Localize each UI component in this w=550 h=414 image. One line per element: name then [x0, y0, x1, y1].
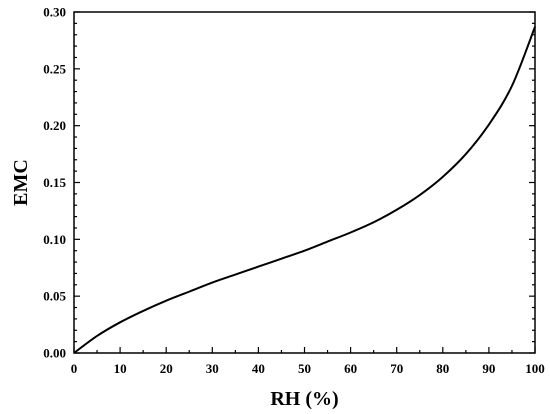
emc-curve [73, 26, 536, 354]
y-tick-label: 0.00 [43, 346, 66, 361]
y-tick-label: 0.10 [43, 232, 66, 247]
y-tick-label: 0.20 [43, 118, 66, 133]
y-tick-label: 0.15 [43, 175, 66, 190]
y-tick-label: 0.25 [43, 61, 66, 76]
axis-ticks [73, 11, 536, 354]
y-tick-label: 0.30 [43, 5, 66, 20]
x-tick-label: 100 [525, 361, 545, 376]
x-tick-label: 20 [160, 361, 173, 376]
plot-area [73, 26, 536, 354]
x-tick-label: 50 [298, 361, 311, 376]
x-tick-label: 10 [114, 361, 127, 376]
plot-frame [73, 11, 536, 354]
x-tick-label: 60 [344, 361, 357, 376]
x-tick-label: 0 [71, 361, 78, 376]
y-axis-label: EMC [10, 159, 32, 206]
x-tick-label: 90 [482, 361, 495, 376]
x-axis-label: RH (%) [270, 388, 338, 410]
tick-labels: 0 10 20 30 40 50 60 70 80 90 100 0.00 0.05 0.10 0.15 0.… [43, 5, 545, 377]
x-tick-label: 70 [390, 361, 403, 376]
x-tick-label: 30 [206, 361, 219, 376]
x-tick-label: 40 [252, 361, 265, 376]
x-tick-label: 80 [436, 361, 449, 376]
y-tick-label: 0.05 [43, 289, 66, 304]
